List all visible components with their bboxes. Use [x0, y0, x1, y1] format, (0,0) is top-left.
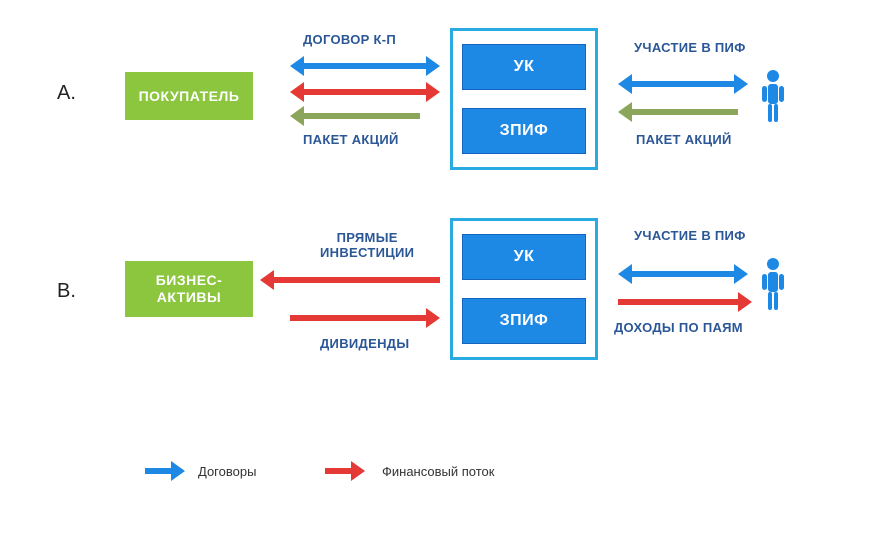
legend-red-text: Финансовый поток	[382, 464, 494, 479]
legend-blue-text: Договоры	[198, 464, 256, 479]
diagram-root: { "colors": { "blue": "#1e88e5", "lightB…	[0, 0, 871, 552]
